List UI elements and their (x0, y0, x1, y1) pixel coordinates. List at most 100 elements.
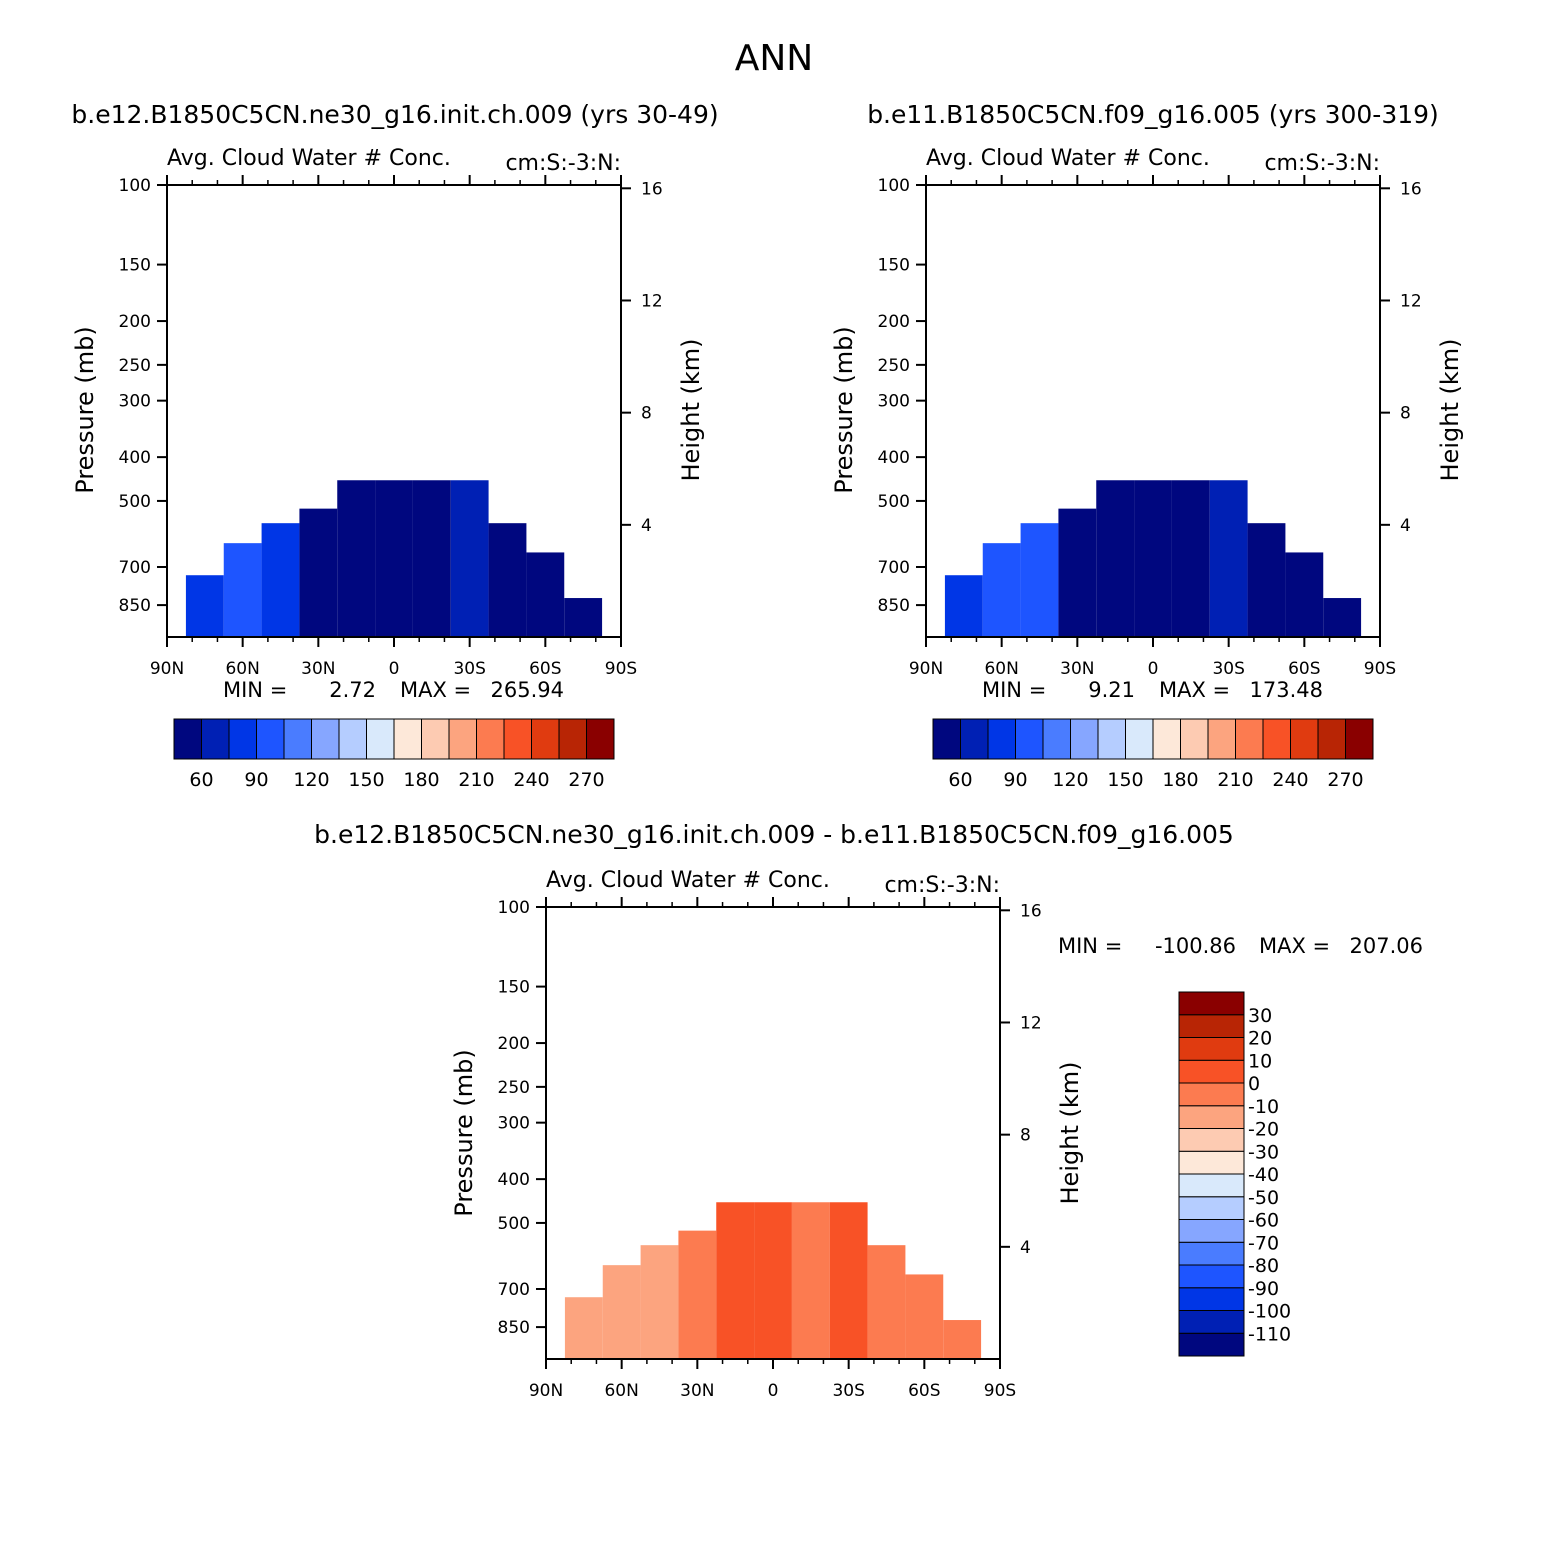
colorbar-label: 0 (1248, 1073, 1260, 1095)
x-tick-label: 90S (1364, 659, 1396, 679)
panel-1-max-label: MAX = (400, 678, 471, 702)
y-tick-label: 100 (119, 176, 151, 196)
field-column (1285, 552, 1324, 637)
y-tick-label: 250 (498, 1078, 530, 1098)
field-column (640, 1245, 679, 1359)
panel-2-y-axis-label: Pressure (mb) (830, 326, 858, 493)
panel-3-max-label: MAX = (1259, 934, 1330, 958)
colorbar-swatch (201, 718, 230, 760)
panel-2-y-right-axis-label: Height (km) (1436, 339, 1464, 482)
colorbar-swatch (1178, 1059, 1245, 1084)
colorbar-label: -70 (1248, 1232, 1279, 1254)
colorbar-swatch (1262, 718, 1291, 760)
panel-3-title-right: cm:S:-3:N: (884, 873, 1000, 898)
colorbar-swatch (1070, 718, 1099, 760)
colorbar-swatch (1178, 1150, 1245, 1175)
colorbar-swatch (228, 718, 257, 760)
y-tick-label: 300 (878, 392, 910, 412)
field-column (829, 1202, 868, 1359)
colorbar-label: 60 (948, 769, 972, 791)
colorbar-swatch (1178, 1128, 1245, 1152)
y-tick-label: 250 (119, 356, 151, 376)
field-column (1134, 480, 1172, 637)
y-tick-label: 150 (498, 978, 530, 998)
y-right-tick-label: 12 (1400, 291, 1422, 311)
colorbar-label: -90 (1248, 1278, 1279, 1300)
panel-1-y-right-axis-label: Height (km) (677, 339, 705, 482)
colorbar-label: 240 (1272, 769, 1308, 791)
x-tick-label: 90S (984, 1381, 1016, 1401)
colorbar-label: -40 (1248, 1164, 1279, 1186)
panel-3-y-right-axis-label: Height (km) (1056, 1062, 1084, 1205)
panel-3-diff-title: b.e12.B1850C5CN.ne30_g16.init.ch.009 - b… (314, 820, 1234, 849)
y-right-tick-label: 8 (1400, 404, 1411, 424)
colorbar-swatch (531, 718, 560, 760)
field-column (185, 575, 224, 637)
colorbar-swatch (1178, 1105, 1245, 1129)
colorbar-swatch (338, 718, 367, 760)
colorbar-swatch (932, 718, 961, 760)
panel-2-title-right: cm:S:-3:N: (1264, 151, 1380, 176)
panel-2-title-left: Avg. Cloud Water # Conc. (926, 146, 1210, 171)
y-tick-label: 200 (119, 312, 151, 332)
colorbar-label: 20 (1248, 1028, 1272, 1050)
panel-2-min-label: MIN = (982, 678, 1046, 702)
figure-title: ANN (735, 38, 814, 79)
field-column (716, 1202, 755, 1359)
colorbar-label: -30 (1248, 1141, 1279, 1163)
panel-2-plot-area: 100 150 200 250 300 400 500 700 850 16 12 8 4 90N 60N 3… (878, 175, 1422, 679)
y-right-tick-label: 4 (1400, 516, 1411, 536)
colorbar-swatch (1317, 718, 1346, 760)
colorbar-label: 90 (1003, 769, 1027, 791)
colorbar-swatch (558, 718, 587, 760)
y-right-tick-label: 4 (641, 516, 652, 536)
y-tick-label: 100 (878, 176, 910, 196)
colorbar-swatch (1178, 991, 1245, 1016)
field-column (261, 523, 300, 637)
field-column (982, 543, 1021, 637)
colorbar-label: -50 (1248, 1187, 1279, 1209)
panel-2-case-title: b.e11.B1850C5CN.f09_g16.005 (yrs 300-319… (867, 100, 1439, 129)
colorbar-swatch (1178, 1173, 1245, 1198)
field-column (375, 480, 413, 637)
colorbar-swatch (1178, 1037, 1245, 1061)
x-tick-label: 0 (389, 659, 400, 679)
panel-1-title-right: cm:S:-3:N: (505, 151, 621, 176)
panel-3-y-axis-label: Pressure (mb) (450, 1049, 478, 1216)
y-tick-label: 850 (498, 1318, 530, 1338)
colorbar-swatch (476, 718, 505, 760)
panel-1-colorbar: 60 90 120 150 180 210 240 270 (173, 718, 615, 791)
field-column (1096, 480, 1135, 637)
field-column (488, 523, 527, 637)
colorbar-swatch (366, 718, 395, 760)
panel-1-plot-area: 100 150 200 250 300 400 500 700 850 16 12 8 4 90N 60N 3… (119, 175, 663, 679)
panel-2-max-label: MAX = (1159, 678, 1230, 702)
colorbar-swatch (1097, 718, 1126, 760)
colorbar-swatch (1180, 718, 1209, 760)
field-column (678, 1230, 717, 1359)
panel-1-y-axis-label: Pressure (mb) (71, 326, 99, 493)
x-tick-label: 30S (453, 659, 485, 679)
colorbar-swatch (421, 718, 450, 760)
colorbar-label: -20 (1248, 1119, 1279, 1141)
field-column (1058, 508, 1097, 637)
colorbar-label: -10 (1248, 1096, 1279, 1118)
colorbar-swatch (1178, 1014, 1245, 1038)
x-tick-label: 60S (1288, 659, 1320, 679)
y-tick-label: 700 (119, 558, 151, 578)
field-column (905, 1274, 944, 1359)
colorbar-label: 120 (1052, 769, 1088, 791)
colorbar-label: 240 (513, 769, 549, 791)
field-column (602, 1265, 641, 1359)
colorbar-label: 270 (568, 769, 604, 791)
y-tick-label: 850 (119, 596, 151, 616)
colorbar-swatch (1178, 1241, 1245, 1266)
colorbar-label: -110 (1248, 1323, 1291, 1345)
y-tick-label: 150 (878, 256, 910, 276)
colorbar-swatch (1015, 718, 1044, 760)
y-tick-label: 300 (498, 1114, 530, 1134)
y-right-tick-label: 16 (1400, 179, 1422, 199)
x-tick-label: 60N (604, 1381, 638, 1401)
x-tick-label: 90N (529, 1381, 563, 1401)
field-column (223, 543, 262, 637)
